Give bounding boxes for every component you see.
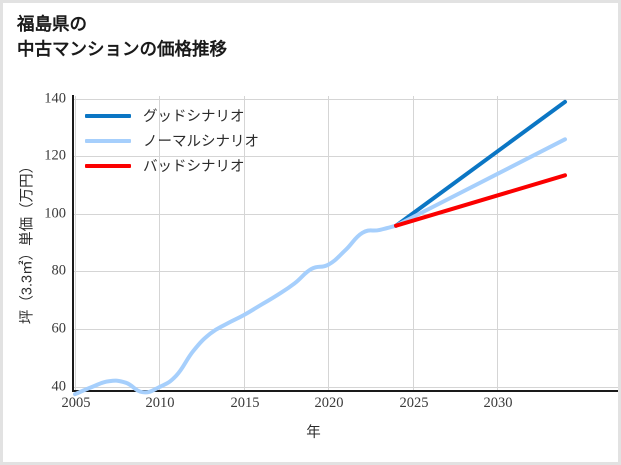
series-line bbox=[73, 223, 399, 397]
y-tick-40: 40 bbox=[51, 378, 67, 395]
gridline-y-60 bbox=[74, 329, 618, 330]
y-axis-ticks: 140 120 100 80 60 40 bbox=[3, 3, 67, 462]
gridline-y-80 bbox=[74, 271, 618, 272]
legend: グッドシナリオ ノーマルシナリオ バッドシナリオ bbox=[81, 99, 265, 182]
y-tick-60: 60 bbox=[51, 320, 67, 337]
x-tick-2010: 2010 bbox=[145, 395, 175, 411]
x-tick-2015: 2015 bbox=[230, 395, 260, 411]
gridline-x-2025 bbox=[413, 96, 414, 390]
legend-swatch-good bbox=[85, 113, 131, 118]
legend-item-good[interactable]: グッドシナリオ bbox=[85, 103, 259, 128]
y-tick-120: 120 bbox=[44, 147, 66, 164]
series-layer bbox=[73, 99, 567, 397]
legend-label-good: グッドシナリオ bbox=[143, 109, 245, 125]
gridline-y-120 bbox=[74, 156, 618, 157]
legend-label-normal: ノーマルシナリオ bbox=[143, 134, 259, 150]
gridline-y-40 bbox=[74, 387, 618, 388]
x-tick-2025: 2025 bbox=[399, 395, 429, 411]
gridline-x-2030 bbox=[497, 96, 498, 390]
legend-swatch-normal bbox=[85, 138, 131, 143]
legend-item-normal[interactable]: ノーマルシナリオ bbox=[85, 128, 259, 153]
gridline-y-140 bbox=[74, 99, 618, 100]
y-tick-140: 140 bbox=[44, 90, 66, 107]
x-tick-2030: 2030 bbox=[483, 395, 513, 411]
legend-label-bad: バッドシナリオ bbox=[143, 159, 245, 175]
y-axis-line bbox=[72, 95, 74, 392]
legend-item-bad[interactable]: バッドシナリオ bbox=[85, 153, 259, 178]
series-line bbox=[394, 173, 567, 228]
y-axis-title: 坪（3.3㎡）単価（万円） bbox=[19, 158, 36, 325]
series-line bbox=[394, 137, 567, 228]
gridline-x-2005 bbox=[75, 96, 76, 390]
x-axis-title: 年 bbox=[306, 425, 321, 441]
gridline-y-100 bbox=[74, 214, 618, 215]
gridline-x-2020 bbox=[328, 96, 329, 390]
series-line bbox=[394, 99, 567, 228]
y-tick-100: 100 bbox=[44, 205, 66, 222]
y-tick-80: 80 bbox=[51, 262, 67, 279]
x-tick-2020: 2020 bbox=[314, 395, 344, 411]
legend-swatch-bad bbox=[85, 163, 131, 168]
x-axis-line bbox=[72, 390, 618, 392]
chart-title-line-2: 中古マンションの価格推移 bbox=[17, 38, 227, 59]
chart-title-line-1: 福島県の bbox=[17, 14, 87, 34]
page-title: 福島県の 中古マンションの価格推移 bbox=[17, 12, 227, 62]
x-tick-2005: 2005 bbox=[61, 395, 91, 411]
